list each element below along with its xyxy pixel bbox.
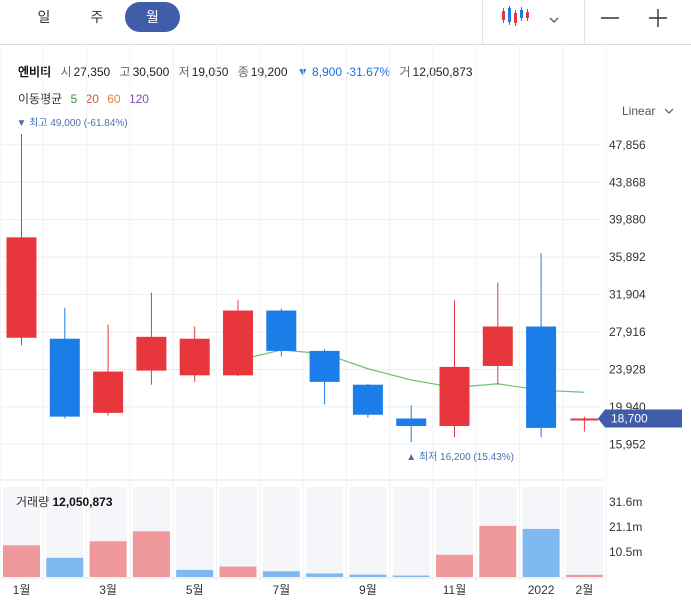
open-label: 시 bbox=[60, 65, 72, 79]
candle-body bbox=[179, 338, 210, 376]
x-tick-label: 9월 bbox=[359, 583, 377, 597]
minus-icon[interactable] bbox=[600, 6, 620, 30]
ma-5: 5 bbox=[70, 92, 78, 106]
volume-tick-label: 31.6m bbox=[609, 495, 642, 509]
price-tick-label: 27,916 bbox=[609, 325, 646, 339]
volume-value: 12,050,873 bbox=[412, 65, 473, 79]
candle-body bbox=[482, 326, 513, 366]
price-tick-label: 23,928 bbox=[609, 362, 646, 376]
candle-body bbox=[266, 310, 297, 351]
scale-label: Linear bbox=[622, 104, 656, 118]
x-tick-label: 5월 bbox=[186, 583, 204, 597]
ma-60: 60 bbox=[107, 92, 121, 106]
low-annotation: ▲ 최저 16,200 (15.43%) bbox=[406, 451, 514, 463]
candlestick-icon[interactable] bbox=[500, 4, 530, 28]
ma-120: 120 bbox=[128, 92, 149, 106]
plus-icon[interactable] bbox=[648, 6, 668, 30]
candle-body bbox=[309, 350, 340, 382]
candle-body bbox=[93, 371, 124, 413]
open-value: 27,350 bbox=[73, 65, 111, 79]
price-tick-label: 43,868 bbox=[609, 175, 646, 189]
volume-bar-background bbox=[262, 487, 300, 577]
price-tick-label: 47,856 bbox=[609, 138, 646, 152]
high-value: 30,500 bbox=[132, 65, 170, 79]
toolbar-divider bbox=[482, 0, 483, 44]
price-tick-label: 15,952 bbox=[609, 437, 646, 451]
volume-bar-background bbox=[565, 487, 603, 577]
x-tick-label: 3월 bbox=[99, 583, 117, 597]
candle-body bbox=[439, 366, 470, 427]
low-label: 저 bbox=[178, 65, 190, 79]
volume-label: 거 bbox=[399, 65, 411, 79]
volume-tick-label: 10.5m bbox=[609, 545, 642, 559]
ma-20: 20 bbox=[85, 92, 99, 106]
moving-average-legend[interactable]: 이동평균 5 20 60 120 bbox=[18, 90, 154, 107]
x-tick-label: 11월 bbox=[443, 583, 467, 597]
volume-bar bbox=[89, 541, 127, 577]
ma-label: 이동평균 bbox=[18, 92, 63, 106]
tab-month[interactable]: 월 bbox=[125, 2, 180, 32]
x-tick-label: 1월 bbox=[13, 583, 31, 597]
x-tick-label: 7월 bbox=[272, 583, 290, 597]
top-toolbar: 일 주 월 bbox=[0, 0, 691, 45]
volume-bar-background bbox=[306, 487, 344, 577]
volume-bar bbox=[565, 574, 603, 577]
toolbar-divider bbox=[584, 0, 585, 44]
volume-bar bbox=[436, 554, 473, 577]
volume-bar bbox=[392, 575, 430, 577]
candle-body bbox=[396, 418, 427, 427]
volume-bar bbox=[219, 566, 257, 577]
tab-week[interactable]: 주 bbox=[90, 9, 104, 25]
volume-bar bbox=[132, 531, 170, 577]
candle-body bbox=[526, 326, 557, 428]
candle-body bbox=[49, 338, 80, 417]
volume-bar bbox=[46, 557, 84, 577]
volume-bar bbox=[306, 573, 344, 577]
candle-body bbox=[223, 310, 253, 376]
scale-selector[interactable]: Linear bbox=[622, 104, 675, 118]
volume-bar-background bbox=[176, 487, 214, 577]
candle-body bbox=[570, 418, 599, 421]
tab-day[interactable]: 일 bbox=[37, 9, 51, 25]
volume-tick-label: 21.1m bbox=[609, 520, 642, 534]
x-tick-label: 2월 bbox=[576, 583, 594, 597]
change-value: ▼ 8,900 -31.67% bbox=[296, 65, 391, 79]
candle-body bbox=[6, 237, 37, 338]
high-annotation: ▼ 최고 49,000 (-61.84%) bbox=[17, 117, 128, 129]
volume-title: 거래량 12,050,873 bbox=[16, 493, 113, 510]
volume-title-value: 12,050,873 bbox=[52, 495, 113, 509]
candle-body bbox=[352, 384, 383, 415]
high-label: 고 bbox=[119, 65, 131, 79]
volume-bar bbox=[176, 569, 214, 577]
volume-bar bbox=[349, 574, 387, 577]
chevron-down-icon bbox=[664, 108, 674, 114]
volume-title-label: 거래량 bbox=[16, 495, 50, 509]
volume-bar bbox=[522, 528, 560, 577]
candle-body bbox=[136, 336, 167, 371]
price-tick-label: 39,880 bbox=[609, 213, 646, 227]
price-tick-label: 31,904 bbox=[609, 288, 646, 302]
volume-bar-background bbox=[219, 487, 257, 577]
volume-bar bbox=[479, 525, 517, 577]
price-tick-label: 35,892 bbox=[609, 250, 646, 264]
chevron-down-icon[interactable] bbox=[548, 8, 560, 32]
volume-bar bbox=[3, 545, 40, 577]
volume-bar-background bbox=[349, 487, 387, 577]
volume-bar-background bbox=[392, 487, 430, 577]
volume-bar bbox=[262, 571, 300, 577]
current-price-tag bbox=[598, 409, 682, 428]
low-value: 19,050 bbox=[191, 65, 229, 79]
close-label: 종 bbox=[237, 65, 249, 79]
current-price-label: 18,700 bbox=[611, 411, 648, 425]
x-tick-label: 2022 bbox=[528, 583, 555, 597]
